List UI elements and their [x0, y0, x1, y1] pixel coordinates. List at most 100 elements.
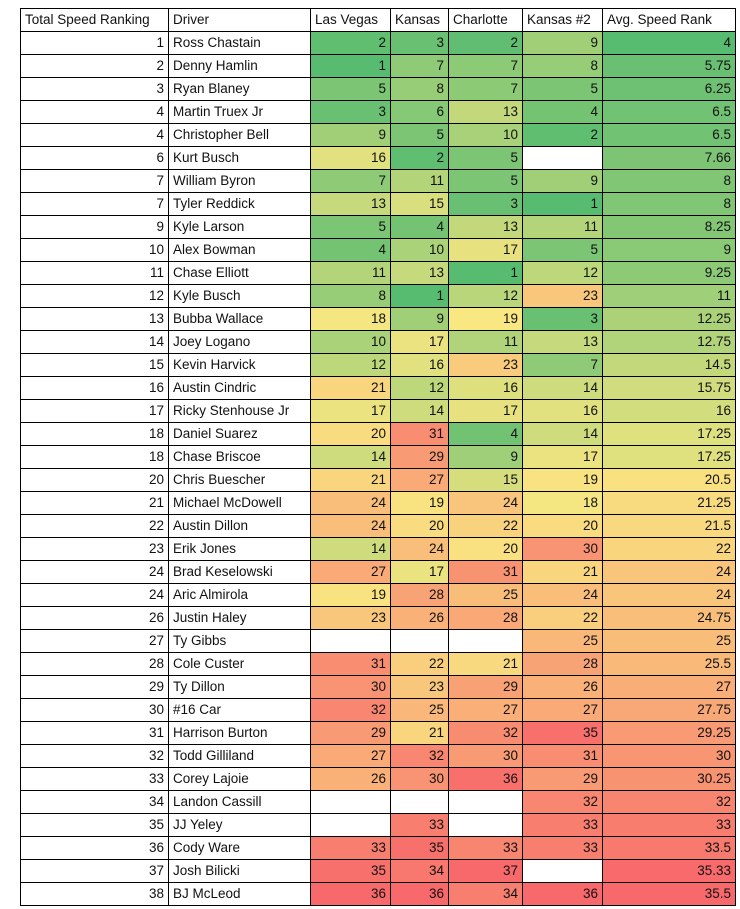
cell-ks2[interactable]: 17 — [522, 445, 603, 469]
cell-driver-name[interactable]: Joey Logano — [168, 330, 311, 354]
cell-lv[interactable]: 24 — [310, 514, 391, 538]
cell-ks2[interactable]: 36 — [522, 882, 603, 906]
cell-avg[interactable]: 14.5 — [602, 353, 736, 377]
cell-lv[interactable]: 16 — [310, 146, 391, 170]
cell-ch[interactable]: 23 — [448, 353, 523, 377]
cell-ks[interactable]: 31 — [390, 422, 449, 446]
cell-total-speed-ranking[interactable]: 30 — [20, 698, 169, 722]
cell-ks[interactable]: 24 — [390, 537, 449, 561]
cell-ks2[interactable]: 3 — [522, 307, 603, 331]
cell-total-speed-ranking[interactable]: 31 — [20, 721, 169, 745]
cell-driver-name[interactable]: Chris Buescher — [168, 468, 311, 492]
cell-ch[interactable]: 30 — [448, 744, 523, 768]
cell-ks[interactable]: 15 — [390, 192, 449, 216]
cell-lv[interactable]: 27 — [310, 744, 391, 768]
cell-ks[interactable]: 35 — [390, 836, 449, 860]
cell-avg[interactable]: 6.5 — [602, 100, 736, 124]
cell-lv[interactable]: 14 — [310, 445, 391, 469]
cell-avg[interactable]: 25.5 — [602, 652, 736, 676]
cell-ks2[interactable]: 14 — [522, 422, 603, 446]
cell-avg[interactable]: 30.25 — [602, 767, 736, 791]
cell-driver-name[interactable]: Cole Custer — [168, 652, 311, 676]
cell-ks2[interactable]: 7 — [522, 353, 603, 377]
cell-ks2[interactable]: 33 — [522, 813, 603, 837]
cell-ks2[interactable]: 31 — [522, 744, 603, 768]
cell-ks[interactable]: 12 — [390, 376, 449, 400]
cell-ch[interactable]: 3 — [448, 192, 523, 216]
cell-driver-name[interactable]: Justin Haley — [168, 606, 311, 630]
cell-avg[interactable]: 15.75 — [602, 376, 736, 400]
cell-driver-name[interactable]: Alex Bowman — [168, 238, 311, 262]
cell-ch[interactable]: 1 — [448, 261, 523, 285]
cell-lv[interactable]: 26 — [310, 767, 391, 791]
cell-ch[interactable]: 4 — [448, 422, 523, 446]
cell-ch[interactable]: 20 — [448, 537, 523, 561]
cell-lv[interactable]: 14 — [310, 537, 391, 561]
cell-driver-name[interactable]: Kyle Busch — [168, 284, 311, 308]
cell-lv[interactable]: 9 — [310, 123, 391, 147]
cell-ch[interactable]: 31 — [448, 560, 523, 584]
cell-ks2[interactable]: 2 — [522, 123, 603, 147]
cell-ks2[interactable]: 35 — [522, 721, 603, 745]
cell-ks[interactable]: 7 — [390, 54, 449, 78]
cell-ch[interactable]: 17 — [448, 399, 523, 423]
cell-lv[interactable]: 17 — [310, 399, 391, 423]
cell-ch[interactable]: 22 — [448, 514, 523, 538]
cell-ks[interactable]: 9 — [390, 307, 449, 331]
cell-ch[interactable]: 10 — [448, 123, 523, 147]
cell-lv-empty[interactable] — [310, 629, 391, 653]
cell-avg[interactable]: 8 — [602, 192, 736, 216]
cell-driver-name[interactable]: Tyler Reddick — [168, 192, 311, 216]
cell-lv[interactable]: 3 — [310, 100, 391, 124]
cell-driver-name[interactable]: Ryan Blaney — [168, 77, 311, 101]
cell-avg[interactable]: 20.5 — [602, 468, 736, 492]
cell-ks[interactable]: 11 — [390, 169, 449, 193]
cell-ch-empty[interactable] — [448, 813, 523, 837]
cell-total-speed-ranking[interactable]: 1 — [20, 31, 169, 55]
cell-ks2[interactable]: 22 — [522, 606, 603, 630]
cell-avg[interactable]: 8.25 — [602, 215, 736, 239]
cell-total-speed-ranking[interactable]: 38 — [20, 882, 169, 906]
cell-lv-empty[interactable] — [310, 790, 391, 814]
cell-driver-name[interactable]: BJ McLeod — [168, 882, 311, 906]
cell-total-speed-ranking[interactable]: 24 — [20, 583, 169, 607]
cell-ch[interactable]: 7 — [448, 77, 523, 101]
cell-lv[interactable]: 13 — [310, 192, 391, 216]
cell-ks[interactable]: 10 — [390, 238, 449, 262]
cell-total-speed-ranking[interactable]: 17 — [20, 399, 169, 423]
cell-driver-name[interactable]: Josh Bilicki — [168, 859, 311, 883]
cell-lv[interactable]: 2 — [310, 31, 391, 55]
cell-total-speed-ranking[interactable]: 37 — [20, 859, 169, 883]
cell-total-speed-ranking[interactable]: 34 — [20, 790, 169, 814]
cell-avg[interactable]: 16 — [602, 399, 736, 423]
cell-ks[interactable]: 27 — [390, 468, 449, 492]
cell-driver-name[interactable]: Austin Dillon — [168, 514, 311, 538]
cell-ks[interactable]: 22 — [390, 652, 449, 676]
cell-avg[interactable]: 9.25 — [602, 261, 736, 285]
cell-total-speed-ranking[interactable]: 14 — [20, 330, 169, 354]
cell-total-speed-ranking[interactable]: 7 — [20, 169, 169, 193]
column-header-rank[interactable]: Total Speed Ranking — [20, 8, 169, 32]
cell-total-speed-ranking[interactable]: 12 — [20, 284, 169, 308]
cell-driver-name[interactable]: Brad Keselowski — [168, 560, 311, 584]
cell-ks2[interactable]: 23 — [522, 284, 603, 308]
cell-avg[interactable]: 21.25 — [602, 491, 736, 515]
column-header-ks[interactable]: Kansas — [390, 8, 449, 32]
cell-driver-name[interactable]: Harrison Burton — [168, 721, 311, 745]
cell-total-speed-ranking[interactable]: 22 — [20, 514, 169, 538]
cell-ks[interactable]: 2 — [390, 146, 449, 170]
cell-ks2[interactable]: 30 — [522, 537, 603, 561]
cell-ch[interactable]: 5 — [448, 169, 523, 193]
column-header-lv[interactable]: Las Vegas — [310, 8, 391, 32]
cell-ks[interactable]: 3 — [390, 31, 449, 55]
cell-ks2[interactable]: 26 — [522, 675, 603, 699]
cell-driver-name[interactable]: Chase Elliott — [168, 261, 311, 285]
cell-lv[interactable]: 8 — [310, 284, 391, 308]
cell-total-speed-ranking[interactable]: 3 — [20, 77, 169, 101]
cell-driver-name[interactable]: Martin Truex Jr — [168, 100, 311, 124]
cell-lv[interactable]: 21 — [310, 376, 391, 400]
cell-total-speed-ranking[interactable]: 33 — [20, 767, 169, 791]
cell-lv[interactable]: 33 — [310, 836, 391, 860]
cell-ks2[interactable]: 14 — [522, 376, 603, 400]
cell-ks[interactable]: 8 — [390, 77, 449, 101]
